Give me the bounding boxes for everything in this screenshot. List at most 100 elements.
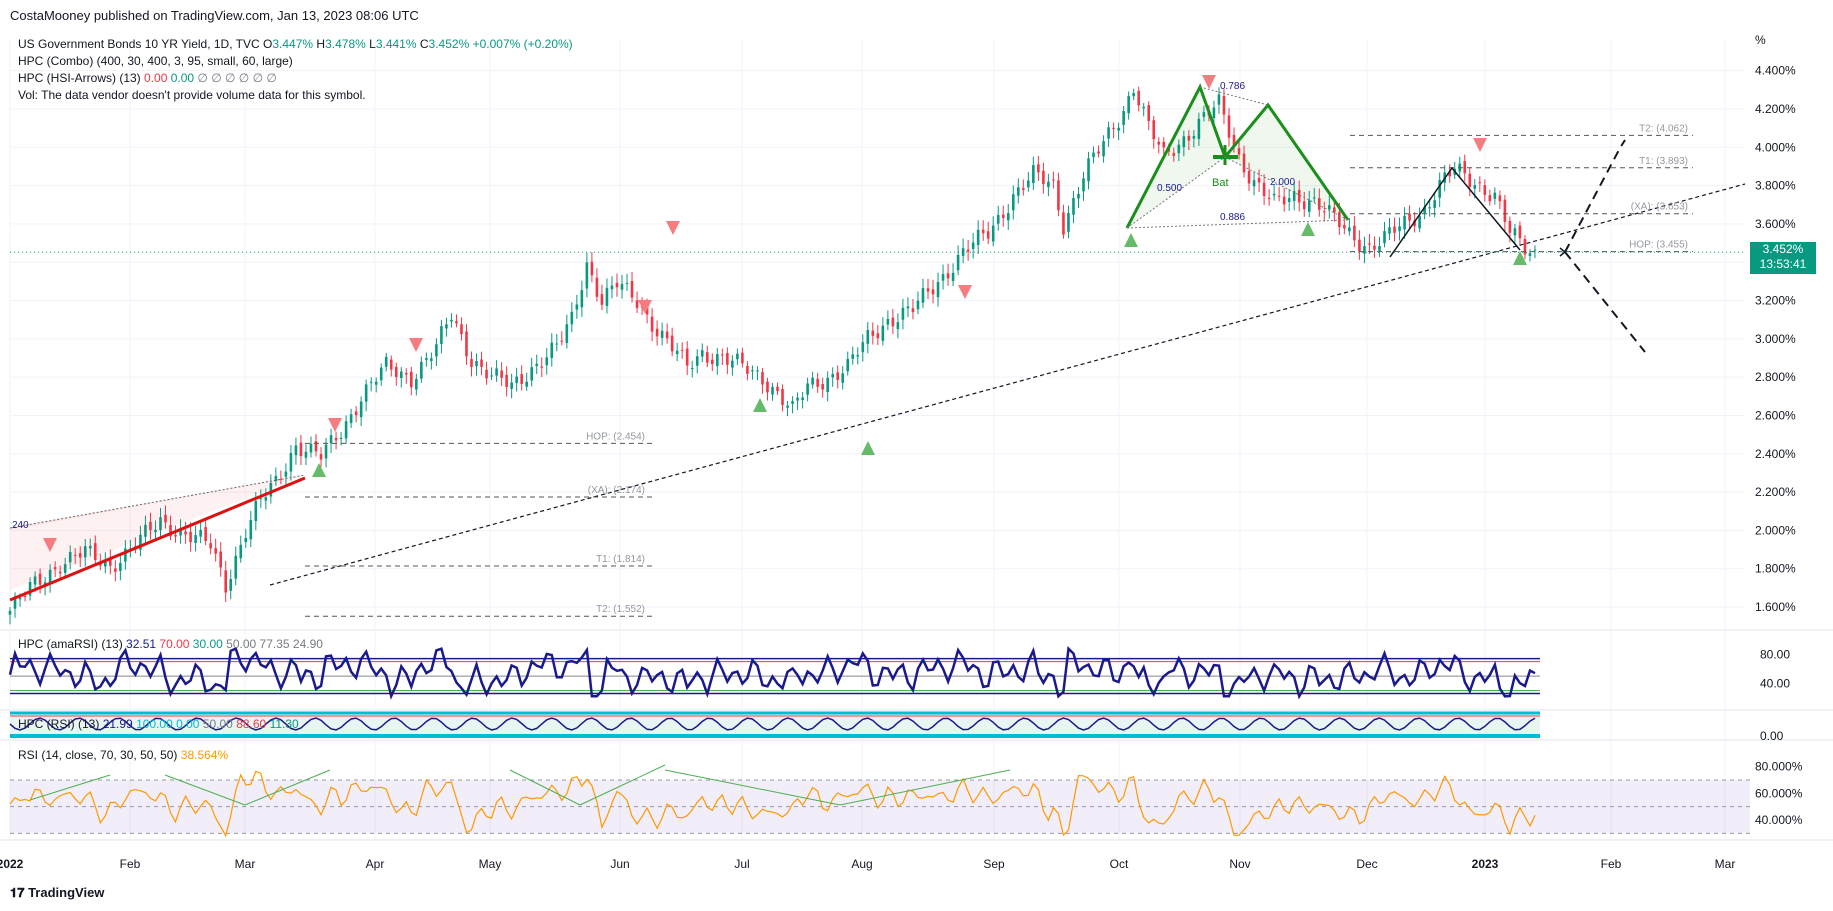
symbol-legend[interactable]: US Government Bonds 10 YR Yield, 1D, TVC…	[18, 36, 573, 53]
candle-body	[831, 374, 834, 378]
indicator-value: 30.00	[192, 637, 223, 651]
candle-body	[1192, 136, 1196, 139]
indicator-combo-legend[interactable]: HPC (Combo) (400, 30, 400, 3, 95, small,…	[18, 54, 293, 68]
hsi-pane[interactable]	[9, 711, 1540, 738]
candle-body	[1162, 141, 1166, 148]
candle-body	[1513, 228, 1517, 236]
buy-arrow-icon	[1124, 233, 1138, 247]
candle-body	[149, 521, 152, 531]
candle-body	[1022, 188, 1025, 190]
candle-body	[585, 262, 589, 289]
candle-body	[53, 567, 57, 570]
candle-body	[565, 324, 569, 343]
candle-body	[535, 363, 539, 367]
candle-body	[490, 375, 493, 377]
candle-body	[690, 368, 694, 370]
candle-body	[1393, 226, 1396, 233]
candle-body	[570, 311, 574, 325]
candle-body	[505, 374, 508, 388]
candle-body	[415, 378, 418, 390]
candle-body	[660, 330, 664, 338]
candle-body	[1197, 118, 1201, 139]
candle-body	[329, 435, 333, 444]
amarsi-pane[interactable]	[8, 646, 1540, 700]
candle-body	[314, 441, 318, 452]
candle-body	[475, 361, 478, 367]
rsi-legend[interactable]: RSI (14, close, 70, 30, 50, 50) 38.564%	[18, 748, 228, 762]
candle-body	[48, 569, 52, 584]
candle-body	[846, 358, 850, 372]
amarsi-line	[8, 646, 1536, 700]
indicator-value: ∅ ∅ ∅ ∅ ∅ ∅	[197, 71, 277, 85]
candle-body	[58, 571, 62, 574]
candle-body	[1533, 249, 1537, 251]
candle-body	[1408, 213, 1411, 221]
candle-body	[1272, 193, 1276, 196]
candle-body	[981, 229, 985, 234]
candle-body	[630, 281, 634, 298]
trendline-support	[269, 183, 1746, 586]
candle-body	[771, 386, 774, 395]
candle-body	[1528, 253, 1532, 256]
candle-body	[951, 272, 955, 281]
candle-body	[670, 335, 674, 352]
indicator-hsi-arrows-legend[interactable]: HPC (HSI-Arrows) (13) 0.00 0.00 ∅ ∅ ∅ ∅ …	[18, 70, 573, 87]
candle-body	[204, 527, 207, 541]
trendline-red	[9, 476, 306, 602]
candle-body	[1322, 211, 1326, 213]
candle-body	[836, 372, 840, 380]
tradingview-logo[interactable]: 𝟏𝟕 TradingView	[10, 885, 104, 901]
x-tick-label: 2023	[1472, 857, 1499, 871]
candle-body	[319, 454, 323, 460]
candle-body	[13, 596, 17, 609]
y-unit-label: %	[1755, 33, 1766, 47]
candle-body	[515, 376, 518, 384]
candle-body	[430, 358, 433, 361]
candle-body	[741, 352, 744, 364]
sell-arrow-icon	[666, 221, 680, 235]
y-tick-label: 2.800%	[1755, 370, 1796, 384]
candle-body	[1006, 213, 1010, 221]
candle-body	[1348, 227, 1351, 232]
x-tick-label: Apr	[366, 857, 385, 871]
candle-body	[1378, 245, 1381, 251]
x-tick-label: 2022	[0, 857, 24, 871]
sell-arrow-icon	[328, 418, 342, 432]
candle-body	[1187, 135, 1191, 141]
candle-body	[1478, 182, 1482, 184]
hsi-legend[interactable]: HPC (RSI) (13) 21.99 100.00 0.00 50.00 8…	[18, 717, 299, 731]
rsi-line	[9, 770, 1536, 838]
candle-body	[781, 389, 784, 405]
rsi-divergence-line	[579, 764, 666, 806]
zigzag-line	[1389, 166, 1521, 258]
candle-body	[1087, 158, 1090, 182]
candle-body	[1343, 225, 1346, 229]
candle-body	[38, 573, 42, 585]
candle-body	[1403, 215, 1406, 230]
candle-body	[796, 397, 799, 401]
candle-body	[1032, 165, 1035, 184]
candle-body	[349, 414, 353, 424]
amarsi-legend[interactable]: HPC (amaRSI) (13) 32.51 70.00 30.00 50.0…	[18, 637, 323, 651]
wedge-shade	[10, 475, 305, 590]
candle-body	[530, 367, 534, 381]
rsi-pane[interactable]	[9, 764, 1750, 838]
candle-body	[1117, 127, 1120, 131]
candle-body	[946, 273, 950, 279]
candle-body	[254, 500, 258, 522]
candle-body	[851, 354, 855, 359]
indicator-name: HPC (amaRSI) (13)	[18, 637, 123, 651]
candle-body	[174, 534, 177, 537]
buy-arrow-icon	[1301, 222, 1315, 236]
candle-body	[1157, 141, 1161, 145]
candle-body	[1488, 195, 1492, 202]
indicator-value: 24.90	[292, 637, 323, 651]
target-level-label: (XA): (2.174)	[588, 485, 645, 496]
candle-body	[1252, 180, 1256, 187]
price-pane[interactable]: HOP: (2.454) (XA): (2.174) T1: (1.814) T2: …	[8, 75, 1746, 625]
candle-body	[971, 242, 975, 249]
candle-body	[435, 344, 438, 357]
candle-body	[1312, 197, 1316, 199]
candle-body	[1202, 112, 1206, 117]
